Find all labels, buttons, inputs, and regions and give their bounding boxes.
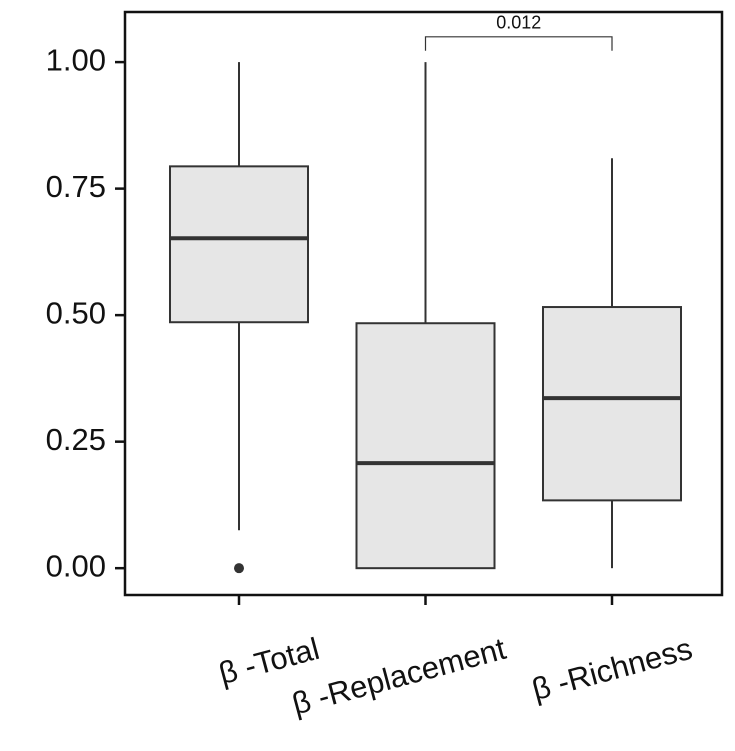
- y-tick-label: 0.50: [46, 295, 106, 330]
- y-tick-label: 0.00: [46, 548, 106, 583]
- y-tick-label: 0.75: [46, 169, 106, 204]
- y-tick-label: 1.00: [46, 42, 106, 77]
- y-tick-label: 0.25: [46, 422, 106, 457]
- box: [541, 306, 683, 502]
- box: [355, 322, 496, 570]
- annotation-label: 0.012: [496, 13, 541, 33]
- x-tick-label: β -Replacement: [288, 631, 509, 722]
- panel-frame: [123, 10, 724, 597]
- significance-bracket: [424, 36, 613, 51]
- outlier: [234, 563, 244, 574]
- x-tick-label: β -Richness: [528, 631, 696, 707]
- box: [168, 165, 310, 324]
